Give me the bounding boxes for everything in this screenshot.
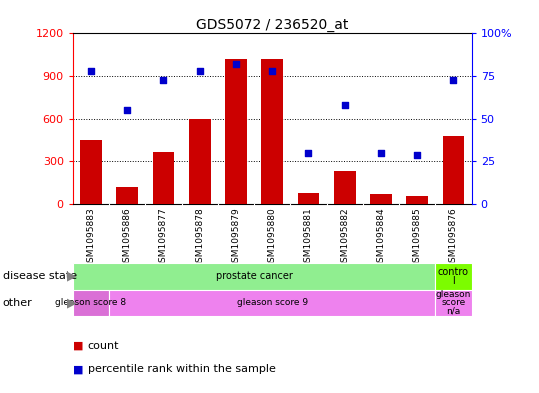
Point (449, 76, 458, 83)
Text: count: count (88, 341, 119, 351)
Title: GDS5072 / 236520_at: GDS5072 / 236520_at (196, 18, 348, 32)
Text: gleason
score
n/a: gleason score n/a (436, 290, 471, 316)
Bar (73, 290, 109, 316)
Bar (189, 119, 211, 204)
Point (304, 150, 313, 156)
Text: gleason score 8: gleason score 8 (56, 298, 127, 307)
Text: gleason score 9: gleason score 9 (237, 298, 308, 307)
Text: prostate cancer: prostate cancer (216, 271, 293, 281)
Point (232, 61, 240, 67)
Text: GSM1095884: GSM1095884 (376, 207, 385, 268)
Bar (80, 140, 102, 204)
Bar (436, 290, 472, 316)
Text: other: other (3, 298, 32, 308)
Text: GSM1095882: GSM1095882 (340, 207, 349, 268)
Bar (109, 290, 436, 316)
Bar (298, 193, 319, 204)
Text: ▶: ▶ (67, 296, 77, 309)
Point (123, 107, 132, 114)
Text: GSM1095880: GSM1095880 (268, 207, 277, 268)
Bar (406, 196, 428, 204)
Text: percentile rank within the sample: percentile rank within the sample (88, 364, 276, 375)
Text: GSM1095876: GSM1095876 (449, 207, 458, 268)
Text: GSM1095879: GSM1095879 (231, 207, 240, 268)
Text: ▶: ▶ (67, 270, 77, 283)
Point (377, 150, 385, 156)
Text: GSM1095881: GSM1095881 (304, 207, 313, 268)
Bar (225, 59, 247, 204)
Bar (370, 194, 392, 204)
Text: ■: ■ (73, 364, 83, 375)
Bar (443, 136, 465, 204)
Point (87, 68, 95, 74)
Point (195, 68, 204, 74)
Text: GSM1095885: GSM1095885 (413, 207, 421, 268)
Point (341, 102, 349, 108)
Text: GSM1095877: GSM1095877 (159, 207, 168, 268)
Bar (153, 152, 174, 204)
Text: GSM1095886: GSM1095886 (123, 207, 132, 268)
Text: disease state: disease state (3, 271, 77, 281)
Bar (261, 59, 283, 204)
Point (413, 151, 421, 158)
Point (159, 76, 168, 83)
Bar (436, 263, 472, 290)
Bar (334, 171, 356, 204)
Text: GSM1095883: GSM1095883 (86, 207, 95, 268)
Text: GSM1095878: GSM1095878 (195, 207, 204, 268)
Point (268, 68, 277, 74)
Text: contro
l: contro l (438, 266, 469, 286)
Bar (116, 187, 138, 204)
Text: ■: ■ (73, 341, 83, 351)
